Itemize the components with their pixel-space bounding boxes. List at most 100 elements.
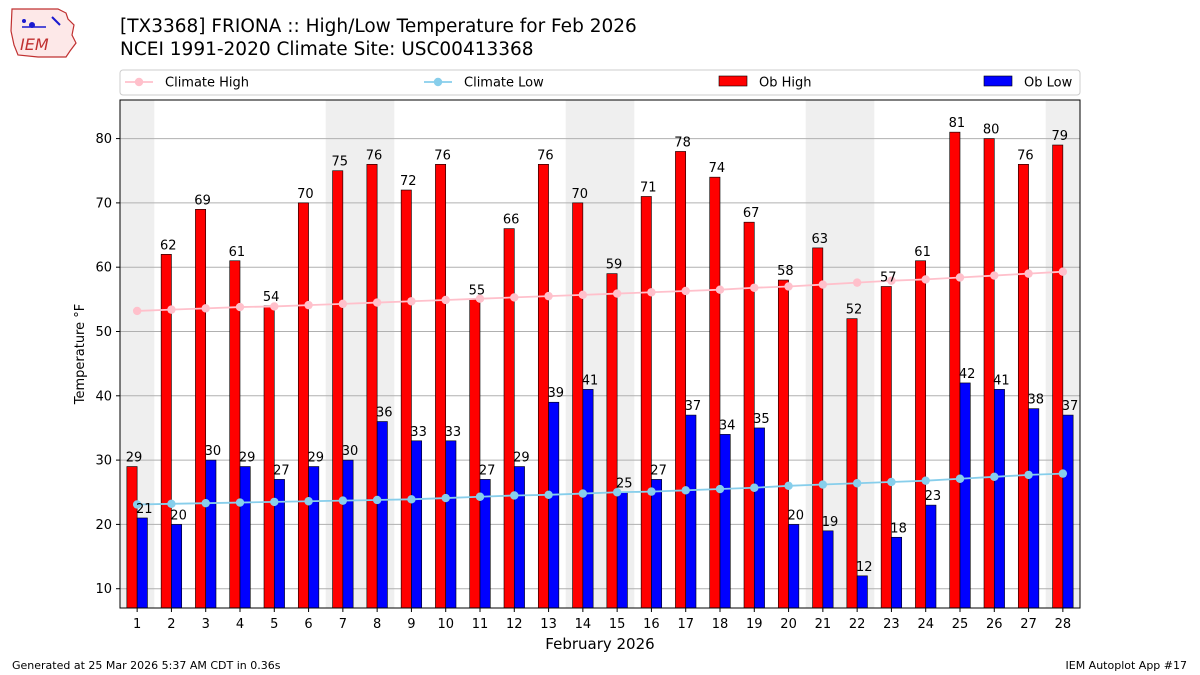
ob-high-bar-9 <box>400 189 412 609</box>
climate-low-point-4 <box>235 498 245 507</box>
ob-low-label-24: 23 <box>925 489 942 504</box>
climate-lines <box>132 267 1068 509</box>
ob-high-label-3: 69 <box>194 193 211 208</box>
app-label: IEM Autoplot App #17 <box>1065 659 1188 672</box>
climate-high-point-17 <box>681 286 690 296</box>
chart-title: [TX3368] FRIONA :: High/Low Temperature … <box>120 16 637 37</box>
ob-low-bar-19 <box>753 427 765 609</box>
legend: Climate High Climate Low Ob High Ob Low <box>119 69 1081 96</box>
ob-high-bar-28 <box>1052 144 1064 609</box>
climate-high-point-9 <box>407 297 416 306</box>
x-tick-label: 22 <box>849 617 866 632</box>
climate-low-point-5 <box>270 497 279 507</box>
ob-high-label-17: 78 <box>674 135 691 150</box>
climate-low-point-26 <box>990 472 999 482</box>
climate-low-point-12 <box>510 491 519 500</box>
ob-high-bar-1 <box>126 466 138 609</box>
ob-high-label-27: 76 <box>1017 148 1034 163</box>
ob-low-bar-23 <box>891 536 903 609</box>
x-tick-label: 21 <box>815 617 832 632</box>
climate-low-point-18 <box>715 484 725 494</box>
y-axis-label: Temperature °F <box>73 304 88 405</box>
x-tick-label: 10 <box>437 617 454 632</box>
climate-high-point-27 <box>1024 269 1033 278</box>
ob-low-label-13: 39 <box>547 386 564 401</box>
ob-low-label-21: 19 <box>822 515 839 530</box>
climate-high-point-28 <box>1058 267 1068 276</box>
y-tick-label: 80 <box>95 132 112 147</box>
ob-high-label-1: 29 <box>126 451 143 466</box>
ob-low-bar-6 <box>308 466 320 609</box>
y-tick-label: 60 <box>95 261 112 276</box>
x-tick-label: 1 <box>133 617 141 632</box>
climate-high-point-8 <box>372 298 382 307</box>
climate-high-swatch-marker <box>134 77 144 87</box>
ob-low-label-16: 27 <box>650 463 667 478</box>
climate-high-point-16 <box>647 288 656 297</box>
x-tick-label: 6 <box>304 617 312 632</box>
climate-high-point-19 <box>750 283 759 292</box>
ob-low-label-19: 35 <box>753 412 770 427</box>
climate-low-swatch-marker <box>433 77 443 87</box>
ob-high-label-20: 58 <box>777 264 794 279</box>
x-tick-label: 20 <box>780 617 797 632</box>
ob-low-label-27: 38 <box>1027 393 1044 408</box>
ob-low-label-2: 20 <box>170 508 187 523</box>
ob-low-label-12: 29 <box>513 451 530 466</box>
ob-low-legend-label: Ob Low <box>1024 76 1073 91</box>
ob-low-label-6: 29 <box>307 451 324 466</box>
ob-high-label-5: 54 <box>263 290 280 305</box>
ob-high-label-16: 71 <box>640 180 657 195</box>
chart-subtitle: NCEI 1991-2020 Climate Site: USC00413368 <box>120 39 534 60</box>
ob-high-label-12: 66 <box>503 213 520 228</box>
ob-low-bar-10 <box>445 440 457 609</box>
ob-high-swatch <box>718 75 748 87</box>
ob-low-bar-20 <box>788 524 800 609</box>
climate-high-point-20 <box>784 282 793 291</box>
ob-low-bar-16 <box>651 479 663 609</box>
ob-high-bar-12 <box>503 228 515 609</box>
x-tick-label: 19 <box>746 617 763 632</box>
ob-high-label-21: 63 <box>811 232 828 247</box>
climate-low-point-6 <box>304 497 313 506</box>
climate-low-point-15 <box>612 488 622 497</box>
climate-low-point-16 <box>647 487 656 496</box>
climate-high-point-26 <box>990 271 999 280</box>
ob-high-bar-17 <box>675 151 687 609</box>
ob-low-bar-7 <box>342 459 354 609</box>
climate-high-point-4 <box>235 302 245 312</box>
ob-low-bar-13 <box>548 401 560 609</box>
ob-high-label-11: 55 <box>469 283 486 298</box>
ob-high-label-24: 61 <box>914 245 931 260</box>
climate-high-point-25 <box>955 273 965 282</box>
ob-low-label-4: 29 <box>239 451 256 466</box>
x-tick-label: 9 <box>407 617 415 632</box>
climate-high-point-15 <box>612 289 622 298</box>
ob-low-bar-25 <box>959 382 971 609</box>
climate-high-point-24 <box>921 275 930 284</box>
ob-low-label-23: 18 <box>890 521 907 536</box>
ob-low-bar-18 <box>719 434 731 609</box>
y-tick-label: 50 <box>95 325 112 340</box>
climate-high-point-6 <box>304 300 313 310</box>
climate-low-point-8 <box>372 495 382 505</box>
bars <box>126 131 1074 609</box>
climate-high-point-11 <box>475 294 485 303</box>
x-tick-label: 4 <box>236 617 244 632</box>
legend-frame <box>119 69 1081 96</box>
ob-low-bar-27 <box>1028 408 1040 609</box>
ob-high-legend-label: Ob High <box>759 76 812 91</box>
ob-high-bar-27 <box>1017 164 1029 609</box>
ob-high-bar-15 <box>606 273 618 609</box>
ob-low-bar-22 <box>856 575 868 609</box>
ob-high-label-10: 76 <box>434 148 451 163</box>
ob-high-bar-5 <box>263 305 275 609</box>
ob-low-bar-3 <box>205 459 217 609</box>
logo-text: IEM <box>20 35 49 54</box>
climate-low-point-28 <box>1058 469 1068 478</box>
x-tick-label: 3 <box>202 617 210 632</box>
climate-high-point-2 <box>167 305 176 314</box>
ob-high-label-2: 62 <box>160 238 177 253</box>
ob-low-bar-26 <box>993 389 1005 609</box>
